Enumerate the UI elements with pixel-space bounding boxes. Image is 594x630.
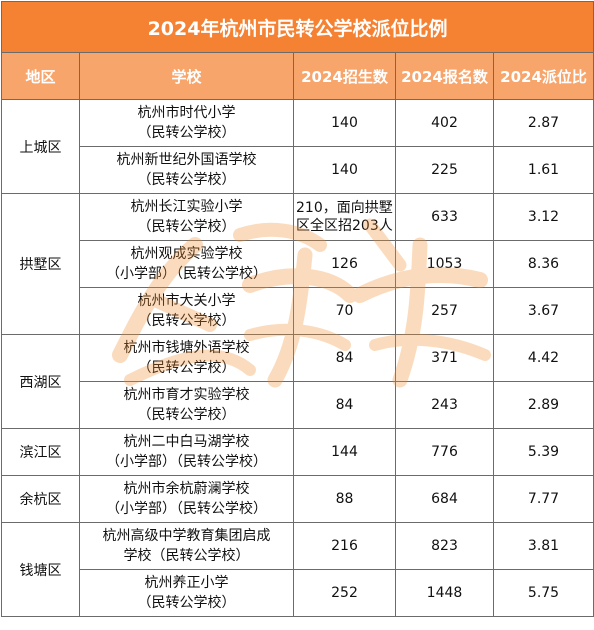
applicants-cell: 633	[395, 193, 494, 241]
school-name: 杭州市大关小学	[137, 293, 236, 309]
school-cell: 杭州市余杭蔚澜学校 （小学部）（民转公学校）	[79, 475, 294, 523]
plan-cell: 84	[293, 381, 396, 429]
table-row: 杭州市大关小学 （民转公学校） 70 257 3.67	[2, 287, 594, 335]
applicants-cell: 776	[395, 428, 494, 476]
applicants-cell: 257	[395, 287, 494, 335]
school-note: （民转公学校）	[137, 219, 236, 235]
school-note: （小学部）（民转公学校）	[106, 266, 267, 282]
district-cell: 钱塘区	[1, 522, 80, 617]
school-cell: 杭州二中白马湖学校 （小学部）（民转公学校）	[79, 428, 294, 476]
ratio-cell: 2.89	[492, 381, 594, 429]
ratio-cell: 2.87	[492, 99, 594, 147]
plan-cell: 88	[293, 475, 396, 523]
plan-cell: 70	[293, 287, 396, 335]
school-note: （民转公学校）	[137, 407, 236, 423]
ratio-cell: 1.61	[492, 146, 594, 194]
school-cell: 杭州市钱塘外语学校 （民转公学校）	[79, 334, 294, 382]
school-cell: 杭州养正小学 （民转公学校）	[79, 569, 294, 617]
ratio-cell: 3.81	[492, 522, 594, 570]
applicants-cell: 1053	[395, 240, 494, 288]
school-note: 学校（民转公学校）	[123, 548, 250, 564]
table-row: 西湖区 杭州市钱塘外语学校 （民转公学校） 84 371 4.42	[1, 334, 594, 429]
school-cell: 杭州市大关小学 （民转公学校）	[79, 287, 294, 335]
district-cell: 上城区	[1, 99, 80, 194]
school-name: 杭州市育才实验学校	[123, 387, 250, 403]
ratio-cell: 7.77	[492, 475, 594, 523]
school-cell: 杭州市育才实验学校 （民转公学校）	[79, 381, 294, 429]
applicants-cell: 823	[395, 522, 494, 570]
header-district: 地区	[1, 52, 80, 100]
applicants-cell: 243	[395, 381, 494, 429]
applicants-cell: 684	[395, 475, 494, 523]
school-name: 杭州长江实验小学	[130, 199, 243, 215]
table-row: 余杭区 杭州市余杭蔚澜学校 （小学部）（民转公学校） 88 684 7.77	[1, 475, 594, 523]
ratio-cell: 5.75	[492, 569, 594, 617]
header-applicants: 2024报名数	[395, 52, 494, 100]
header-plan: 2024招生数	[293, 52, 396, 100]
school-name: 杭州新世纪外国语学校	[116, 152, 257, 168]
plan-cell: 144	[293, 428, 396, 476]
applicants-cell: 371	[395, 334, 494, 382]
school-cell: 杭州观成实验学校 （小学部）（民转公学校）	[79, 240, 294, 288]
school-note: （小学部）（民转公学校）	[106, 454, 267, 470]
school-name: 杭州高级中学教育集团启成	[102, 528, 271, 544]
plan-cell: 140	[293, 99, 396, 147]
header-row: 地区 学校 2024招生数 2024报名数 2024派位比	[1, 52, 594, 100]
school-name: 杭州市时代小学	[137, 105, 236, 121]
plan-cell: 140	[293, 146, 396, 194]
table-title: 2024年杭州市民转公学校派位比例	[0, 1, 594, 53]
table-row: 上城区 杭州市时代小学 （民转公学校） 140 402 2.87	[1, 99, 594, 194]
header-ratio: 2024派位比	[492, 52, 594, 100]
plan-cell: 216	[293, 522, 396, 570]
district-cell: 西湖区	[1, 334, 80, 429]
table-row: 杭州观成实验学校 （小学部）（民转公学校） 126 1053 8.36	[2, 240, 594, 288]
table-row: 钱塘区 杭州高级中学教育集团启成 学校（民转公学校） 216 823 3.81	[1, 522, 594, 617]
district-cell: 滨江区	[1, 428, 80, 476]
school-note: （小学部）（民转公学校）	[106, 501, 267, 517]
ratio-table: 2024年杭州市民转公学校派位比例 地区 学校 2024招生数 2024报名数 …	[0, 1, 594, 617]
ratio-cell: 8.36	[492, 240, 594, 288]
ratio-cell: 3.12	[492, 193, 594, 241]
ratio-cell: 3.67	[492, 287, 594, 335]
table-row: 杭州新世纪外国语学校 （民转公学校） 140 225 1.61	[2, 146, 594, 194]
table-row: 杭州养正小学 （民转公学校） 252 1448 5.75	[2, 569, 594, 617]
table-row: 滨江区 杭州二中白马湖学校 （小学部）（民转公学校） 144 776 5.39	[1, 428, 594, 476]
applicants-cell: 402	[395, 99, 494, 147]
school-name: 杭州市余杭蔚澜学校	[123, 481, 250, 497]
school-note: （民转公学校）	[137, 125, 236, 141]
school-name: 杭州二中白马湖学校	[123, 434, 250, 450]
school-cell: 杭州高级中学教育集团启成 学校（民转公学校）	[79, 522, 294, 570]
plan-cell: 126	[293, 240, 396, 288]
school-note: （民转公学校）	[137, 360, 236, 376]
school-note: （民转公学校）	[137, 313, 236, 329]
applicants-cell: 225	[395, 146, 494, 194]
plan-cell: 252	[293, 569, 396, 617]
district-cell: 余杭区	[1, 475, 80, 523]
applicants-cell: 1448	[395, 569, 494, 617]
school-cell: 杭州新世纪外国语学校 （民转公学校）	[79, 146, 294, 194]
table-row: 杭州市育才实验学校 （民转公学校） 84 243 2.89	[2, 381, 594, 429]
header-school: 学校	[79, 52, 294, 100]
school-cell: 杭州长江实验小学 （民转公学校）	[79, 193, 294, 241]
ratio-cell: 4.42	[492, 334, 594, 382]
school-name: 杭州观成实验学校	[130, 246, 243, 262]
school-note: （民转公学校）	[137, 595, 236, 611]
district-cell: 拱墅区	[1, 193, 80, 335]
table-row: 拱墅区 杭州长江实验小学 （民转公学校） 210，面向拱墅区全区招203人 63…	[1, 193, 594, 335]
school-name: 杭州养正小学	[144, 575, 229, 591]
plan-cell: 210，面向拱墅区全区招203人	[293, 193, 396, 241]
school-note: （民转公学校）	[137, 172, 236, 188]
ratio-cell: 5.39	[492, 428, 594, 476]
school-cell: 杭州市时代小学 （民转公学校）	[79, 99, 294, 147]
school-name: 杭州市钱塘外语学校	[123, 340, 250, 356]
plan-cell: 84	[293, 334, 396, 382]
